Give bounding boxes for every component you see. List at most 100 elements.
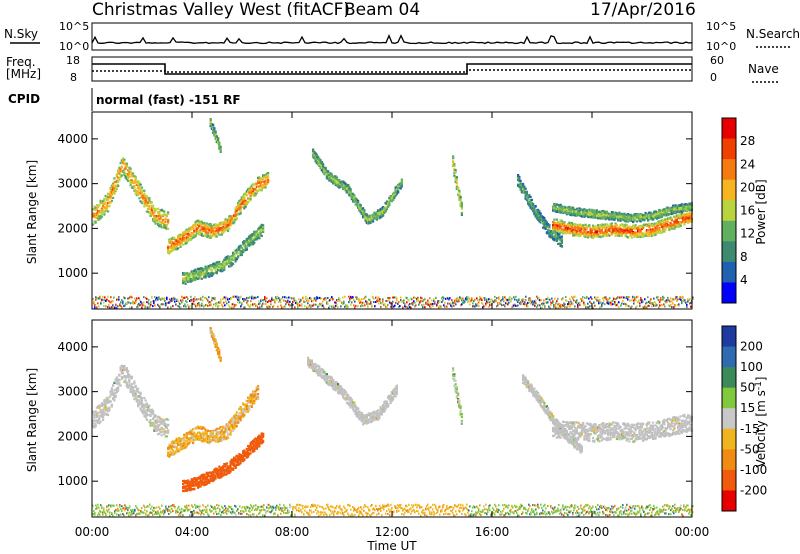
noise-cell: [287, 300, 289, 303]
noise-cell: [430, 303, 432, 306]
noise-cell: [152, 305, 154, 308]
scatter-cell: [347, 189, 350, 192]
scatter-cell: [648, 232, 651, 235]
scatter-cell: [395, 188, 398, 191]
noise-cell: [331, 296, 333, 299]
scatter-cell: [559, 243, 562, 246]
scatter-cell: [678, 224, 681, 228]
noise-cell: [180, 306, 182, 309]
scatter-cell: [229, 262, 232, 265]
scatter-cell: [572, 234, 575, 237]
noise-cell: [316, 296, 318, 298]
scatter-cell: [623, 212, 626, 215]
scatter-cell: [163, 222, 166, 225]
noise-cell: [511, 297, 513, 300]
scatter-cell: [622, 214, 625, 217]
noise-cell: [406, 301, 408, 304]
noise-cell: [365, 300, 367, 303]
scatter-cell: [327, 177, 330, 180]
scatter-cell: [255, 233, 258, 236]
scatter-cell: [657, 221, 660, 224]
noise-cell: [489, 304, 491, 307]
scatter-cell: [337, 184, 340, 187]
scatter-cell: [115, 175, 118, 178]
noise-cell: [433, 300, 435, 302]
noise-cell: [320, 303, 322, 306]
scatter-cell: [317, 159, 320, 162]
scatter-cell: [235, 257, 238, 260]
noise-cell: [507, 299, 509, 302]
noise-cell: [199, 304, 201, 307]
scatter-cell: [379, 208, 382, 211]
scatter-cell: [97, 204, 100, 207]
noise-cell: [375, 296, 377, 299]
scatter-cell: [98, 209, 101, 213]
scatter-cell: [633, 213, 636, 216]
noise-cell: [507, 303, 509, 306]
scatter-cell: [615, 215, 618, 219]
scatter-cell: [312, 149, 315, 152]
scatter-cell: [527, 195, 530, 199]
scatter-cell: [203, 227, 206, 230]
scatter-cell: [167, 245, 170, 248]
scatter-cell: [680, 203, 683, 206]
noise-cell: [292, 300, 294, 303]
scatter-cell: [573, 210, 576, 213]
scatter-cell: [352, 197, 355, 200]
scatter-cell: [157, 211, 160, 214]
noise-cell: [611, 303, 613, 306]
noise-cell: [136, 306, 138, 309]
scatter-cell: [232, 258, 235, 261]
scatter-cell: [328, 179, 331, 182]
scatter-cell: [254, 193, 257, 196]
scatter-cell: [260, 229, 263, 233]
scatter-cell: [658, 220, 661, 223]
scatter-cell: [140, 191, 143, 194]
noise-cell: [176, 298, 178, 301]
scatter-cell: [659, 209, 662, 212]
noise-cell: [563, 302, 565, 305]
noise-cell: [370, 302, 372, 305]
scatter-cell: [192, 231, 195, 235]
scatter-cell: [319, 163, 322, 166]
scatter-cell: [253, 239, 256, 242]
noise-cell: [531, 301, 533, 304]
scatter-cell: [572, 231, 575, 234]
scatter-cell: [227, 224, 230, 227]
noise-cell: [500, 302, 502, 305]
scatter-cell: [579, 223, 582, 226]
scatter-cell: [628, 216, 631, 219]
scatter-cell: [124, 167, 127, 170]
scatter-cell: [108, 196, 111, 199]
noise-cell: [158, 296, 160, 299]
scatter-cell: [553, 225, 556, 228]
scatter-cell: [603, 224, 606, 228]
scatter-cell: [252, 192, 255, 195]
noise-cell: [411, 298, 413, 301]
noise-cell: [269, 306, 271, 309]
scatter-cell: [593, 231, 596, 234]
scatter-cell: [204, 225, 207, 228]
noise-cell: [112, 300, 114, 303]
scatter-cell: [592, 224, 595, 227]
noise-cell: [317, 305, 319, 308]
scatter-cell: [235, 251, 238, 254]
scatter-cell: [95, 212, 98, 215]
noise-cell: [548, 298, 550, 301]
scatter-cell: [185, 278, 188, 281]
scatter-cell: [680, 221, 683, 224]
scatter-cell: [173, 247, 176, 250]
scatter-cell: [344, 187, 347, 190]
noise-cell: [350, 295, 352, 298]
scatter-cell: [262, 230, 265, 233]
noise-cell: [318, 304, 320, 307]
scatter-cell: [615, 212, 618, 216]
noise-cell: [590, 301, 592, 304]
scatter-cell: [123, 158, 126, 161]
scatter-cell: [243, 245, 246, 248]
scatter-cell: [98, 216, 101, 219]
noise-cell: [96, 297, 98, 299]
noise-cell: [189, 305, 191, 308]
scatter-cell: [203, 223, 206, 226]
scatter-cell: [627, 236, 630, 239]
